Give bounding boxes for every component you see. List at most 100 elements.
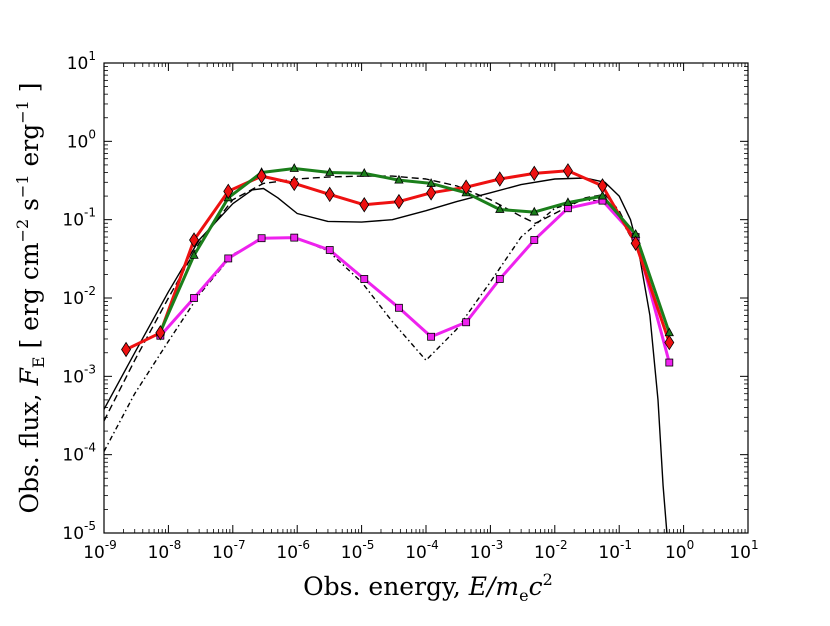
y-tick-base: 10 [62, 446, 84, 466]
x-tick-exp: -2 [556, 538, 568, 552]
y-axis-label-unit-s: s [15, 198, 44, 219]
x-tick-base: 10 [470, 543, 492, 563]
y-tick-label: 10-1 [62, 206, 96, 231]
marker-red-diamonds [289, 175, 300, 192]
x-tick-exp: -6 [298, 538, 310, 552]
marker-red-diamonds [461, 179, 472, 195]
marker-green-triangles [563, 197, 573, 207]
y-axis-label-exp1: −2 [13, 219, 32, 243]
y-tick-exp: 1 [88, 49, 96, 63]
x-tick-base: 10 [598, 543, 620, 563]
marker-green-triangles [529, 206, 539, 216]
y-axis-label: Obs. flux, FE [ erg cm−2 s−1 erg−1 ] [13, 82, 48, 513]
x-tick-label: 10-1 [598, 538, 632, 563]
marker-magenta-squares [427, 332, 435, 341]
y-axis-label-unit-open: [ erg cm [15, 242, 44, 356]
x-tick-base: 10 [148, 543, 170, 563]
x-axis-label-sub: e [519, 586, 528, 605]
x-tick-base: 10 [83, 543, 105, 563]
x-tick-label: 10-7 [212, 538, 246, 563]
marker-red-diamonds [223, 183, 234, 200]
markers-layer [121, 163, 675, 367]
y-axis-label-text: Obs. flux, [15, 386, 44, 514]
x-tick-exp: -1 [620, 538, 632, 552]
y-tick-base: 10 [67, 132, 89, 152]
x-tick-labels: 10-9 10-8 10-7 10-6 10-5 10-4 10-3 10-2 10-1 100 1… [83, 538, 758, 563]
x-axis-label-text: Obs. energy, [303, 572, 469, 601]
x-tick-base: 10 [341, 543, 363, 563]
marker-magenta-squares [190, 294, 198, 302]
marker-red-diamonds [393, 193, 404, 210]
marker-red-diamonds [630, 235, 641, 251]
y-tick-label: 10-2 [62, 284, 96, 309]
x-tick-label: 10-3 [470, 538, 504, 563]
marker-red-diamonds [597, 178, 608, 194]
marker-green-triangles [189, 250, 199, 259]
marker-red-diamonds [426, 185, 437, 201]
ticks-layer [103, 62, 749, 534]
y-tick-base: 10 [62, 367, 84, 387]
y-tick-base: 10 [67, 54, 89, 74]
y-tick-label: 10-4 [62, 441, 96, 466]
x-axis-label-c: c [529, 572, 543, 601]
y-tick-base: 10 [62, 211, 84, 231]
x-tick-exp: -3 [491, 538, 503, 552]
y-axis-label-var: F [15, 367, 44, 387]
x-tick-label: 100 [665, 538, 694, 563]
marker-magenta-squares [325, 246, 334, 254]
marker-magenta-squares [224, 254, 233, 263]
marker-red-diamonds [562, 163, 573, 179]
x-tick-label: 10-8 [148, 538, 182, 563]
y-axis-label-exp3: −1 [13, 100, 32, 124]
x-tick-exp: 1 [751, 538, 759, 552]
x-axis-label-sup: 2 [543, 570, 553, 589]
marker-green-triangles [495, 204, 505, 213]
y-tick-base: 10 [62, 524, 84, 544]
x-axis-label-var: E [468, 572, 487, 601]
y-tick-exp: -1 [84, 206, 96, 220]
x-tick-base: 10 [276, 543, 298, 563]
marker-green-triangles [597, 190, 608, 200]
x-tick-label: 10-6 [276, 538, 310, 563]
x-tick-label: 10-2 [534, 538, 568, 563]
x-tick-exp: -5 [362, 538, 374, 552]
x-tick-label: 101 [729, 538, 758, 563]
x-tick-exp: -9 [105, 538, 117, 552]
marker-red-diamonds [359, 197, 370, 213]
y-tick-label: 10-3 [62, 362, 96, 387]
marker-red-diamonds [155, 325, 166, 341]
x-axis-label: Obs. energy, E/mec2 [303, 570, 553, 605]
series-line-magenta-squares [159, 199, 671, 363]
y-tick-base: 10 [62, 289, 84, 309]
x-tick-exp: -7 [234, 538, 246, 552]
x-tick-base: 10 [534, 543, 556, 563]
marker-green-triangles [394, 174, 404, 184]
y-tick-exp: 0 [88, 127, 96, 141]
y-tick-exp: -3 [84, 362, 96, 376]
x-tick-exp: -8 [169, 538, 181, 552]
y-axis-label-unit-close: ] [15, 82, 44, 100]
marker-green-triangles [325, 167, 335, 176]
x-tick-exp: 0 [687, 538, 695, 552]
marker-magenta-squares [665, 358, 674, 367]
y-tick-exp: -4 [84, 441, 96, 455]
x-axis-label-rest: /m [485, 572, 519, 601]
series-line-green-triangles [159, 167, 671, 334]
x-tick-exp: -4 [427, 538, 439, 552]
y-axis-label-unit-erg: erg [15, 124, 44, 175]
y-tick-label: 10-5 [62, 519, 96, 544]
x-tick-base: 10 [405, 543, 427, 563]
marker-green-triangles [289, 163, 299, 172]
marker-red-diamonds [664, 334, 675, 351]
marker-magenta-squares [462, 318, 471, 327]
y-tick-label: 100 [67, 127, 96, 152]
x-tick-label: 10-9 [83, 538, 117, 563]
marker-magenta-squares [257, 234, 266, 243]
marker-red-diamonds [189, 232, 200, 248]
marker-magenta-squares [395, 303, 403, 312]
marker-red-diamonds [256, 168, 267, 184]
marker-green-triangles [359, 168, 369, 177]
series-layer [104, 167, 671, 533]
